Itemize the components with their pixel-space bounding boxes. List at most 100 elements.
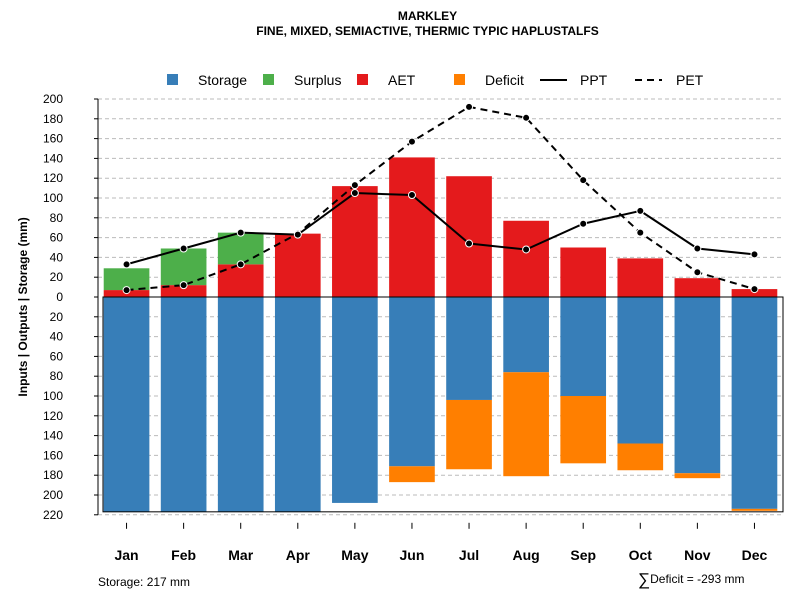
y-tick-label: 160 (43, 132, 63, 146)
deficit-bar (617, 443, 664, 471)
aet-bar (674, 278, 721, 297)
storage-total-label: Storage: 217 mm (98, 575, 191, 589)
y-tick-label: 80 (50, 211, 64, 225)
chart-title: MARKLEY (397, 9, 458, 23)
y-tick-label: 200 (43, 488, 63, 502)
y-tick-label: 120 (43, 409, 63, 423)
x-tick-label: Oct (629, 547, 653, 563)
y-tick-label: 60 (50, 349, 64, 363)
x-tick-label: Dec (742, 547, 768, 563)
legend-storage-swatch (167, 74, 178, 85)
pet-line-point (522, 113, 531, 122)
legend-surplus-label: Surplus (294, 72, 341, 88)
legend-aet-label: AET (388, 72, 416, 88)
y-tick-label: 20 (50, 270, 64, 284)
storage-bar (446, 297, 492, 400)
chart-subtitle: FINE, MIXED, SEMIACTIVE, THERMIC TYPIC H… (256, 24, 599, 38)
x-tick-label: Nov (684, 547, 711, 563)
storage-bar (332, 297, 378, 503)
deficit-bar (560, 396, 607, 464)
legend-deficit-label: Deficit (485, 72, 524, 88)
y-tick-label: 140 (43, 151, 63, 165)
pet-line-point (122, 286, 131, 295)
pet-line-point (236, 260, 245, 269)
y-tick-label: 80 (50, 369, 64, 383)
storage-bar (160, 297, 207, 512)
ppt-line-point (750, 250, 759, 259)
x-tick-label: Jan (114, 547, 138, 563)
pet-line-point (579, 176, 588, 185)
ppt-line-point (350, 189, 359, 198)
storage-bar (560, 297, 607, 396)
legend-ppt-label: PPT (580, 72, 608, 88)
deficit-bar (731, 508, 778, 511)
y-tick-label: 180 (43, 112, 63, 126)
x-tick-label: Jul (459, 547, 479, 563)
x-tick-label: Mar (228, 547, 253, 563)
aet-bar (446, 176, 492, 297)
storage-bar (103, 297, 150, 512)
ppt-line-point (122, 260, 131, 269)
pet-line (126, 105, 755, 292)
deficit-bar (503, 372, 549, 477)
ppt-line-point (693, 244, 702, 253)
deficit-bar (389, 466, 435, 483)
aet-bar (560, 247, 607, 297)
pet-line-point (693, 268, 702, 277)
x-tick-label: Jun (400, 547, 425, 563)
ppt-line-point (636, 206, 645, 215)
x-tick-label: Feb (171, 547, 196, 563)
pet-line-point (179, 281, 188, 290)
aet-bar (389, 157, 435, 297)
pet-line-point (407, 137, 416, 146)
legend-surplus-swatch (263, 74, 274, 85)
ppt-line-point (293, 230, 302, 239)
storage-bar (503, 297, 549, 373)
legend-pet-label: PET (676, 72, 704, 88)
y-tick-label: 40 (50, 330, 64, 344)
deficit-bar (446, 399, 492, 470)
y-tick-label: 140 (43, 429, 63, 443)
y-tick-label: 20 (50, 310, 64, 324)
deficit-total-label: ∑Deficit = -293 mm (638, 570, 744, 590)
aet-bar (160, 285, 207, 297)
aet-bar (332, 186, 378, 297)
y-tick-label: 220 (43, 508, 63, 522)
y-tick-label: 120 (43, 171, 63, 185)
surplus-bar (217, 232, 264, 265)
y-axis-title: Inputs | Outputs | Storage (mm) (16, 217, 30, 396)
y-tick-label: 40 (50, 250, 64, 264)
aet-bar (503, 220, 549, 297)
storage-bar (617, 297, 664, 444)
x-tick-label: Apr (286, 547, 311, 563)
ppt-line-point (579, 219, 588, 228)
pet-line-point (750, 285, 759, 294)
y-tick-label: 60 (50, 231, 64, 245)
pet-line-point (465, 102, 474, 111)
storage-bar (731, 297, 778, 509)
legend-storage-label: Storage (198, 72, 247, 88)
aet-bar (274, 233, 321, 297)
deficit-total-text: Deficit = -293 mm (650, 572, 745, 586)
ppt-line-point (236, 228, 245, 237)
ppt-line-point (407, 191, 416, 200)
deficit-bar (674, 473, 721, 479)
pet-line-point (636, 228, 645, 237)
ppt-line-point (465, 239, 474, 248)
surplus-bar (103, 268, 150, 291)
storage-bar (217, 297, 264, 512)
x-tick-label: Sep (570, 547, 596, 563)
y-tick-label: 0 (56, 290, 63, 304)
y-tick-label: 160 (43, 448, 63, 462)
legend-deficit-swatch (454, 74, 465, 85)
x-tick-label: Aug (513, 547, 540, 563)
y-tick-label: 200 (43, 92, 63, 106)
pet-line-point (350, 181, 359, 190)
storage-bar (389, 297, 435, 467)
x-tick-label: May (341, 547, 368, 563)
aet-bar (617, 258, 664, 297)
ppt-line-point (179, 244, 188, 253)
y-tick-label: 180 (43, 468, 63, 482)
ppt-line (126, 192, 755, 266)
